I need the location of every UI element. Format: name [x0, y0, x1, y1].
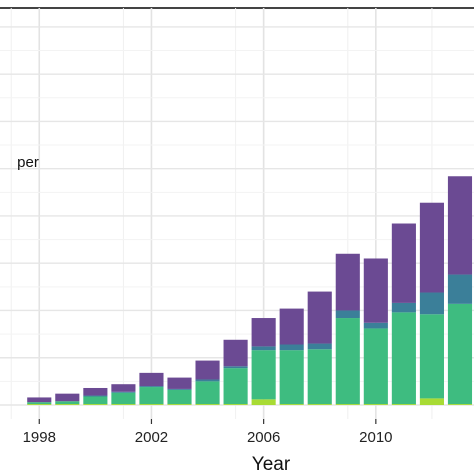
x-tick-label: 2006: [247, 429, 280, 446]
bar-segment-2000-series-3: [83, 395, 108, 397]
bar-segment-2003-series-1: [167, 404, 192, 405]
x-axis-ticks: 1998 2002 2006 2010: [23, 419, 393, 446]
bar-segment-2006-series-3: [251, 346, 276, 351]
x-tick-label: 2010: [359, 429, 392, 446]
bar-segment-2012-series-3: [419, 292, 444, 315]
bar-segment-2001-series-4: [111, 384, 136, 392]
bar-segment-2007-series-3: [279, 344, 304, 351]
bar-segment-2000-series-2: [83, 396, 108, 405]
bar-segment-2012-series-1: [419, 398, 444, 405]
bar-segment-2013-series-3: [447, 274, 473, 304]
bar-segment-2002-series-4: [139, 372, 164, 387]
bar-segment-2011-series-1: [391, 404, 416, 405]
bar-segment-2004-series-2: [195, 381, 220, 405]
bar-segment-2007-series-1: [279, 404, 304, 405]
bar-segment-2005-series-3: [223, 366, 248, 369]
bar-segment-2010-series-3: [363, 322, 388, 329]
bar-segment-1998-series-4: [27, 397, 52, 403]
x-tick-label: 2002: [135, 429, 168, 446]
bar-segment-2009-series-1: [335, 404, 360, 405]
bar-segment-1998-series-2: [27, 402, 52, 405]
bar-segment-2011-series-2: [391, 312, 416, 405]
bar-segment-2001-series-1: [111, 404, 136, 405]
bar-segment-2003-series-4: [167, 377, 192, 389]
bar-segment-2000-series-1: [83, 404, 108, 405]
bar-segment-2001-series-2: [111, 392, 136, 405]
bar-segment-1998-series-1: [27, 404, 52, 405]
bar-segment-2010-series-4: [363, 258, 388, 323]
bar-segment-2006-series-2: [251, 350, 276, 400]
bar-segment-2008-series-2: [307, 349, 332, 405]
bars: [27, 176, 473, 405]
bar-segment-2012-series-2: [419, 314, 444, 399]
bar-segment-2005-series-4: [223, 339, 248, 367]
bar-segment-1999-series-2: [55, 401, 80, 405]
bar-segment-2006-series-1: [251, 399, 276, 405]
legend-label: per: [17, 154, 39, 171]
bar-segment-1999-series-4: [55, 393, 80, 402]
bar-segment-2004-series-4: [195, 360, 220, 380]
bar-segment-2002-series-1: [139, 404, 164, 405]
bar-segment-2008-series-3: [307, 343, 332, 350]
bar-segment-2011-series-4: [391, 223, 416, 303]
bar-segment-2009-series-3: [335, 310, 360, 319]
bar-segment-2013-series-4: [447, 176, 473, 275]
bar-segment-2009-series-2: [335, 318, 360, 405]
bar-segment-2007-series-2: [279, 350, 304, 405]
bar-segment-2002-series-3: [139, 386, 164, 388]
x-axis-title: Year: [252, 454, 291, 474]
bar-segment-2010-series-2: [363, 328, 388, 405]
bar-segment-2004-series-3: [195, 379, 220, 382]
bar-segment-2009-series-4: [335, 253, 360, 311]
bar-segment-2005-series-2: [223, 368, 248, 405]
bar-segment-1999-series-1: [55, 404, 80, 405]
bar-segment-2001-series-3: [111, 391, 136, 393]
bar-segment-2012-series-4: [419, 202, 444, 293]
bar-segment-2008-series-4: [307, 291, 332, 344]
bar-segment-2000-series-4: [83, 387, 108, 396]
bar-segment-2013-series-1: [447, 404, 473, 405]
bar-segment-2005-series-1: [223, 404, 248, 405]
bar-segment-2002-series-2: [139, 387, 164, 405]
bar-segment-2007-series-4: [279, 308, 304, 345]
bar-segment-2006-series-4: [251, 318, 276, 347]
bar-segment-2013-series-2: [447, 303, 473, 405]
bar-segment-2011-series-3: [391, 302, 416, 313]
bar-segment-2003-series-2: [167, 389, 192, 405]
bar-segment-2010-series-1: [363, 404, 388, 405]
x-tick-label: 1998: [23, 429, 56, 446]
bar-segment-2003-series-3: [167, 388, 192, 390]
bar-segment-2008-series-1: [307, 404, 332, 405]
bar-segment-2004-series-1: [195, 404, 220, 405]
